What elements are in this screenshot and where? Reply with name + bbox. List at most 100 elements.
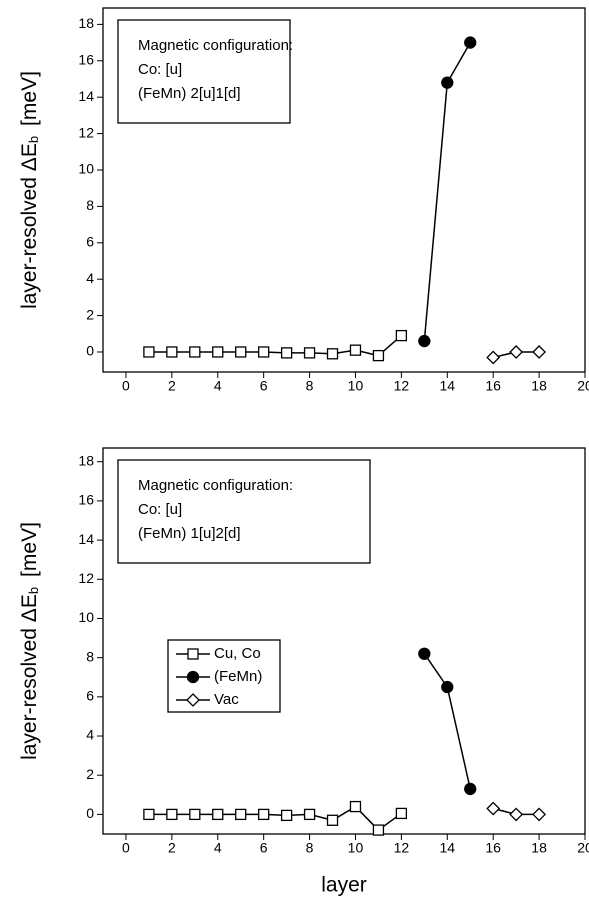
- x-tick-label: 20: [577, 840, 589, 856]
- annotation-box: [117, 459, 371, 564]
- x-tick-label: 10: [348, 840, 364, 856]
- marker: [464, 782, 477, 796]
- x-tick-label: 6: [260, 840, 268, 856]
- marker: [532, 345, 547, 359]
- plot-frame: [102, 7, 586, 373]
- marker: [166, 808, 178, 821]
- y-tick-label: 12: [78, 124, 94, 140]
- marker: [486, 350, 501, 365]
- marker: [235, 808, 247, 821]
- marker: [349, 344, 362, 356]
- marker: [395, 329, 408, 342]
- marker: [372, 349, 385, 362]
- y-tick-label: 12: [78, 570, 94, 586]
- y-tick-label: 16: [78, 51, 94, 67]
- marker: [441, 680, 454, 694]
- series-line: [423, 653, 471, 790]
- marker: [212, 346, 224, 358]
- y-axis-label-main: layer-resolved ΔE: [18, 594, 41, 760]
- plot-frame: [102, 447, 586, 835]
- marker: [258, 808, 270, 821]
- y-axis-label: layer-resolved ΔEb [meV]: [18, 522, 42, 760]
- marker: [303, 808, 316, 821]
- x-tick-label: 2: [168, 378, 176, 394]
- annotation-text: Magnetic configuration:: [138, 477, 293, 494]
- x-tick-label: 12: [394, 840, 410, 856]
- legend-label: (FeMn): [214, 668, 262, 685]
- y-tick-label: 2: [86, 306, 94, 322]
- marker: [189, 808, 201, 821]
- marker: [143, 346, 155, 358]
- y-axis-label-sub: b: [26, 587, 41, 594]
- y-tick-label: 6: [86, 688, 94, 704]
- x-tick-label: 18: [531, 840, 547, 856]
- x-tick-label: 14: [439, 840, 455, 856]
- x-tick-label: 12: [394, 378, 410, 394]
- annotation-text: Co: [u]: [138, 501, 182, 518]
- annotation-text: Magnetic configuration:: [138, 37, 293, 54]
- marker: [303, 347, 316, 359]
- x-tick-label: 10: [348, 378, 364, 394]
- annotation-text: (FeMn) 2[u]1[d]: [138, 85, 241, 102]
- annotation-text: Co: [u]: [138, 61, 182, 78]
- y-tick-label: 0: [86, 343, 94, 359]
- marker: [166, 346, 178, 358]
- y-tick-label: 18: [78, 15, 94, 31]
- x-tick-label: 4: [214, 378, 222, 394]
- y-tick-label: 4: [86, 727, 94, 743]
- marker: [486, 801, 501, 816]
- marker: [441, 76, 454, 89]
- marker: [187, 648, 199, 660]
- marker: [143, 808, 155, 821]
- marker: [186, 670, 200, 684]
- series-line: [148, 805, 402, 832]
- marker: [509, 807, 524, 822]
- legend-label: Vac: [214, 691, 239, 708]
- x-tick-label: 14: [439, 378, 455, 394]
- y-tick-label: 10: [78, 609, 94, 625]
- marker: [326, 814, 339, 826]
- x-tick-label: 8: [306, 378, 314, 394]
- marker: [186, 693, 200, 707]
- x-tick-label: 8: [306, 840, 314, 856]
- y-axis-label: layer-resolved ΔEb [meV]: [18, 71, 42, 309]
- y-tick-label: 16: [78, 492, 94, 508]
- annotation-text: (FeMn) 1[u]2[d]: [138, 525, 241, 542]
- marker: [280, 347, 293, 359]
- marker: [326, 348, 339, 360]
- x-tick-label: 4: [214, 840, 222, 856]
- x-tick-label: 0: [122, 378, 130, 394]
- y-tick-label: 2: [86, 766, 94, 782]
- marker: [212, 808, 224, 821]
- marker: [280, 809, 293, 822]
- marker: [189, 346, 201, 358]
- x-tick-label: 16: [485, 378, 501, 394]
- y-tick-label: 14: [78, 531, 94, 547]
- marker: [532, 807, 547, 822]
- x-tick-label: 2: [168, 840, 176, 856]
- x-tick-label: 20: [577, 378, 589, 394]
- x-tick-label: 0: [122, 840, 130, 856]
- x-axis-label: layer: [321, 874, 367, 897]
- legend-label: Cu, Co: [214, 645, 261, 662]
- marker: [349, 800, 362, 813]
- annotation-box: [117, 19, 291, 124]
- y-axis-label-unit: [meV]: [18, 71, 41, 126]
- marker: [235, 346, 247, 358]
- y-tick-label: 18: [78, 452, 94, 468]
- x-tick-label: 6: [260, 378, 268, 394]
- y-tick-label: 0: [86, 805, 94, 821]
- y-tick-label: 10: [78, 161, 94, 177]
- y-tick-label: 8: [86, 648, 94, 664]
- y-tick-label: 6: [86, 233, 94, 249]
- marker: [258, 346, 270, 358]
- y-axis-label-sub: b: [26, 136, 41, 143]
- x-tick-label: 16: [485, 840, 501, 856]
- x-tick-label: 18: [531, 378, 547, 394]
- y-tick-label: 4: [86, 270, 94, 286]
- y-tick-label: 8: [86, 197, 94, 213]
- y-tick-label: 14: [78, 88, 94, 104]
- marker: [464, 36, 477, 49]
